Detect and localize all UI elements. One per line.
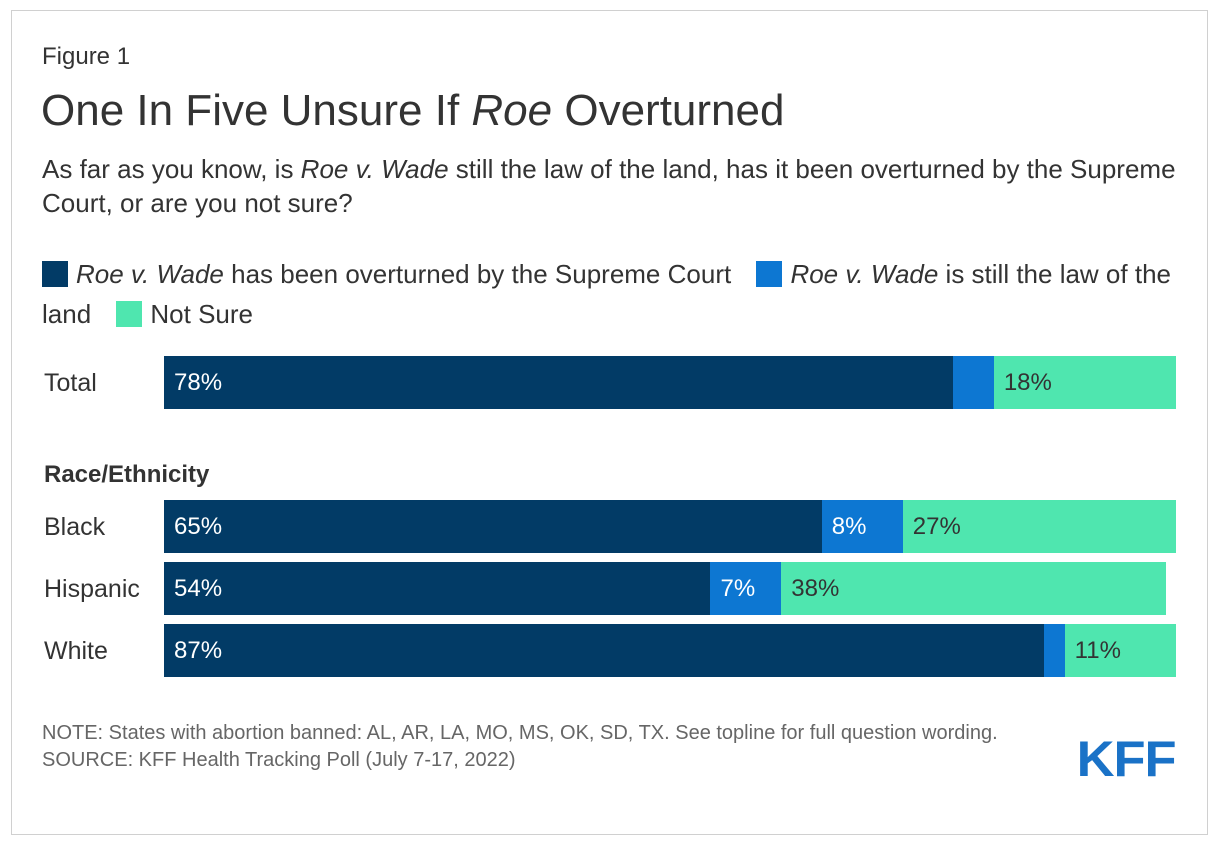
legend-italic-still-law: Roe v. Wade: [790, 259, 939, 289]
kff-logo: KFF: [1076, 731, 1177, 787]
bar-segment-overturned-hispanic: 54%: [164, 562, 711, 615]
bar-segment-not-sure-hispanic: 38%: [781, 562, 1166, 615]
bar-value-label: 65%: [174, 513, 223, 540]
row-label-hispanic: Hispanic: [44, 575, 140, 603]
legend-item-overturned: Roe v. Wade has been overturned by the S…: [42, 254, 731, 294]
figure-label: Figure 1: [42, 43, 131, 70]
bar-row-hispanic: 54% 7% 38%: [164, 562, 1166, 615]
bar-segment-still-law-hispanic: 7%: [710, 562, 782, 615]
bar-segment-overturned-total: 78%: [164, 356, 954, 409]
bar-segment-not-sure-white: 11%: [1064, 624, 1176, 677]
bar-value-label: 54%: [174, 575, 223, 602]
figure-frame: [11, 10, 1208, 835]
chart-title: One In Five Unsure If Roe Overturned: [41, 84, 784, 138]
title-post: Overturned: [552, 86, 785, 135]
note-text: NOTE: States with abortion banned: AL, A…: [42, 722, 998, 744]
legend-swatch-still-law: [756, 261, 783, 287]
chart-notes: NOTE: States with abortion banned: AL, A…: [42, 720, 1042, 774]
bar-value-label: 11%: [1074, 637, 1121, 664]
subtitle-pre: As far as you know, is: [42, 154, 301, 184]
subtitle-post: still the law of the land, has it been o…: [42, 154, 1176, 218]
title-pre: One In Five Unsure If: [41, 86, 472, 135]
bar-segment-not-sure-total: 18%: [993, 356, 1176, 409]
bar-row-black: 65% 8% 27%: [164, 500, 1176, 553]
legend-text-not-sure: Not Sure: [150, 299, 253, 329]
legend-italic-overturned: Roe v. Wade: [76, 259, 224, 289]
subtitle-italic: Roe v. Wade: [300, 154, 449, 184]
bar-row-white: 87% 11%: [164, 624, 1176, 677]
chart-subtitle: As far as you know, is Roe v. Wade still…: [42, 152, 1182, 220]
legend-swatch-not-sure: [116, 301, 143, 327]
bar-segment-still-law-black: 8%: [821, 500, 903, 553]
legend-item-still-law: Roe v. Wade is still the law of the land: [42, 259, 1171, 329]
bar-row-total: 78% 18%: [164, 356, 1176, 409]
title-italic: Roe: [471, 86, 553, 135]
bar-segment-overturned-black: 65%: [164, 500, 822, 553]
bar-value-label: 78%: [174, 369, 223, 396]
bar-value-label: 18%: [1003, 369, 1052, 396]
bar-value-label: 8%: [831, 513, 867, 540]
legend-text-still-law: is still the law of the land: [42, 259, 1171, 329]
group-heading: Race/Ethnicity: [44, 461, 210, 488]
legend-text-overturned: has been overturned by the Supreme Court: [223, 259, 732, 289]
legend-swatch-overturned: [42, 261, 68, 287]
bar-value-label: 87%: [174, 637, 223, 664]
bar-segment-not-sure-black: 27%: [902, 500, 1176, 553]
row-label-total: Total: [44, 369, 97, 397]
bar-value-label: 7%: [720, 575, 756, 602]
bar-segment-overturned-white: 87%: [164, 624, 1045, 677]
bar-segment-still-law-total: [953, 356, 994, 409]
chart-legend: Roe v. Wade has been overturned by the S…: [42, 254, 1192, 334]
row-label-black: Black: [44, 513, 106, 541]
bar-value-label: 27%: [912, 513, 961, 540]
legend-item-not-sure: Not Sure: [116, 294, 253, 334]
bar-segment-still-law-white: [1044, 624, 1065, 677]
bar-value-label: 38%: [791, 575, 840, 602]
source-text: SOURCE: KFF Health Tracking Poll (July 7…: [42, 749, 516, 771]
row-label-white: White: [44, 637, 108, 665]
